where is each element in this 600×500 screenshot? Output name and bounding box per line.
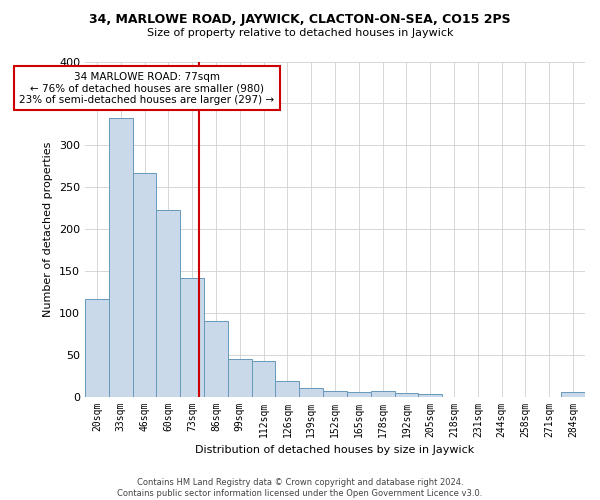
Bar — [85, 298, 109, 396]
Y-axis label: Number of detached properties: Number of detached properties — [43, 142, 53, 316]
Bar — [418, 394, 442, 396]
Text: 34, MARLOWE ROAD, JAYWICK, CLACTON-ON-SEA, CO15 2PS: 34, MARLOWE ROAD, JAYWICK, CLACTON-ON-SE… — [89, 12, 511, 26]
Bar — [133, 173, 157, 396]
Bar — [109, 118, 133, 396]
Bar — [251, 362, 275, 396]
Bar — [561, 392, 585, 396]
Bar — [180, 278, 204, 396]
Bar — [157, 210, 180, 396]
Bar — [299, 388, 323, 396]
Bar — [371, 390, 395, 396]
X-axis label: Distribution of detached houses by size in Jaywick: Distribution of detached houses by size … — [196, 445, 475, 455]
Bar — [323, 390, 347, 396]
Bar — [347, 392, 371, 396]
Bar — [204, 321, 228, 396]
Bar — [395, 393, 418, 396]
Bar — [228, 359, 251, 397]
Text: Size of property relative to detached houses in Jaywick: Size of property relative to detached ho… — [147, 28, 453, 38]
Bar — [275, 382, 299, 396]
Text: 34 MARLOWE ROAD: 77sqm
← 76% of detached houses are smaller (980)
23% of semi-de: 34 MARLOWE ROAD: 77sqm ← 76% of detached… — [19, 72, 274, 105]
Text: Contains HM Land Registry data © Crown copyright and database right 2024.
Contai: Contains HM Land Registry data © Crown c… — [118, 478, 482, 498]
